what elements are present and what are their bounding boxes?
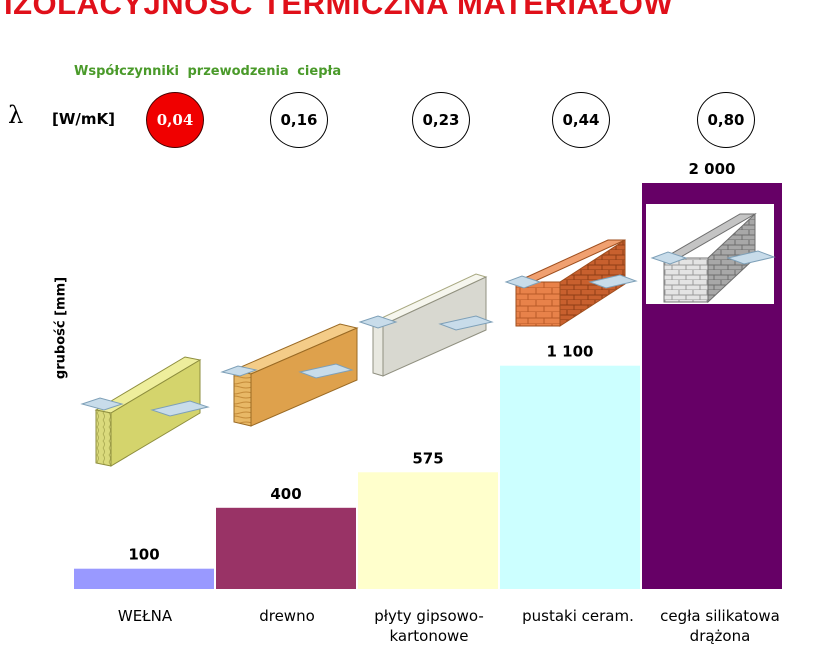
bar-plyty (358, 472, 498, 589)
plasterboard-illustration (358, 273, 494, 377)
category-label-line: drążona (689, 627, 751, 645)
category-label-line: cegła silikatowa (660, 607, 780, 625)
lambda-circle-drewno: 0,16 (270, 92, 328, 148)
bar-welna (74, 568, 214, 589)
lambda-circle-cegla: 0,80 (697, 92, 755, 148)
value-label-plyty: 575 (412, 449, 443, 467)
bar-pustaki (500, 365, 640, 589)
chart-subtitle: Współczynniki przewodzenia ciepła (74, 64, 342, 79)
value-label-cegla: 2 000 (689, 160, 736, 178)
bar-drewno (216, 507, 356, 589)
wool-block-illustration (80, 356, 210, 467)
category-label-line: WEŁNA (117, 607, 173, 625)
category-label-line: pustaki ceram. (522, 607, 634, 625)
value-labels-group: 100 400 575 1 100 2 000 (128, 160, 735, 564)
ceramic-hollow-block-illustration (504, 239, 638, 327)
lambda-symbol: λ (8, 101, 24, 129)
chart-title: IZOLACYJNOŚĆ TERMICZNA MATERIAŁÓW (4, 0, 674, 21)
lambda-unit-label: [W/mK] (52, 110, 115, 128)
category-label-pustaki: pustaki ceram. (500, 606, 656, 626)
value-label-pustaki: 1 100 (547, 343, 594, 361)
silicate-brick-illustration (646, 204, 776, 304)
lambda-circle-pustaki: 0,44 (552, 92, 610, 148)
category-label-line: drewno (259, 607, 315, 625)
lambda-circle-welna: 0,04 (146, 92, 204, 148)
category-label-line: kartonowe (389, 627, 469, 645)
category-label-line: płyty gipsowo- (374, 607, 484, 625)
wood-beam-illustration (220, 323, 359, 427)
category-label-welna: WEŁNA (74, 606, 216, 626)
category-label-drewno: drewno (216, 606, 358, 626)
category-label-cegla: cegła silikatowa drążona (642, 606, 798, 646)
category-label-plyty: płyty gipsowo- kartonowe (358, 606, 500, 646)
value-label-welna: 100 (128, 546, 159, 564)
value-label-drewno: 400 (270, 485, 301, 503)
lambda-circle-plyty: 0,23 (412, 92, 470, 148)
